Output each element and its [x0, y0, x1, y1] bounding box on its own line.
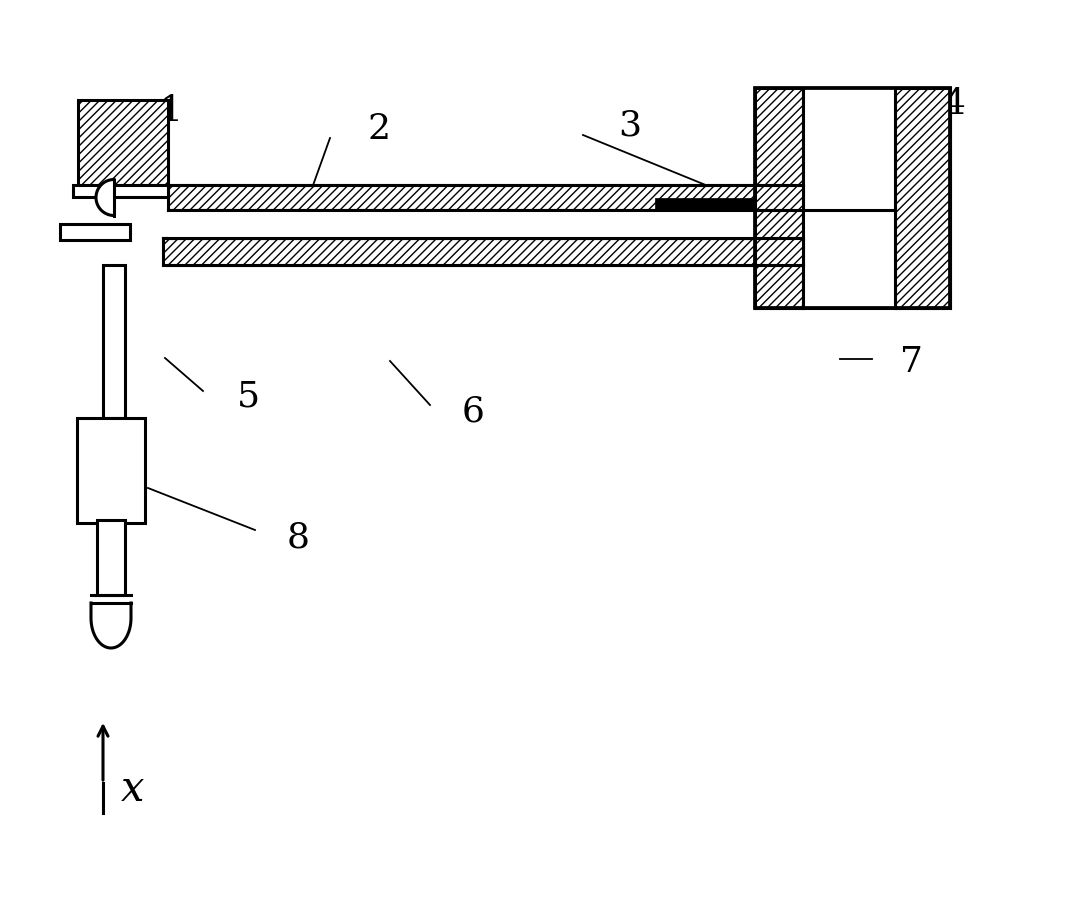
Text: 1: 1 — [160, 94, 183, 128]
Bar — [163, 238, 780, 265]
Text: 2: 2 — [367, 112, 390, 146]
Bar — [755, 238, 803, 265]
Polygon shape — [96, 181, 114, 216]
Bar — [78, 101, 168, 186]
Text: 5: 5 — [237, 379, 260, 414]
Text: x: x — [121, 768, 145, 809]
Bar — [77, 418, 145, 524]
Polygon shape — [91, 603, 131, 648]
Bar — [97, 520, 125, 595]
Text: 3: 3 — [618, 109, 641, 143]
Bar — [73, 186, 168, 198]
Text: 7: 7 — [900, 345, 923, 378]
Bar — [755, 186, 803, 210]
Bar — [168, 210, 780, 238]
Bar — [655, 199, 755, 210]
Bar — [60, 225, 129, 241]
Text: 4: 4 — [943, 87, 966, 121]
Bar — [755, 88, 803, 309]
Text: 8: 8 — [287, 519, 310, 554]
Bar — [755, 88, 950, 309]
Bar — [168, 210, 755, 238]
Bar — [103, 265, 125, 418]
Bar — [803, 88, 895, 309]
Text: 6: 6 — [462, 395, 485, 429]
Bar — [168, 186, 780, 210]
Bar — [755, 88, 950, 309]
Bar — [895, 88, 950, 309]
